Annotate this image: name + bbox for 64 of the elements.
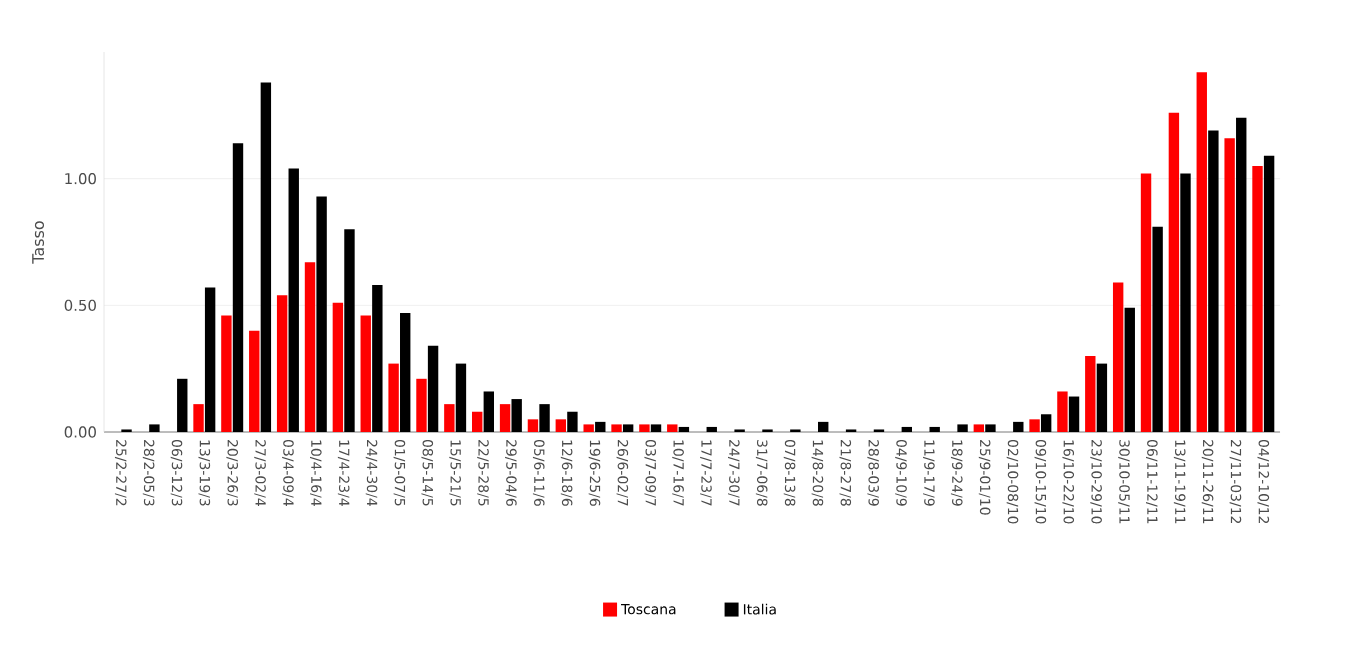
bar xyxy=(372,285,383,432)
bar xyxy=(1180,173,1191,432)
bar xyxy=(204,287,216,432)
bar xyxy=(1040,414,1052,432)
bar xyxy=(901,426,913,432)
bar xyxy=(400,312,411,432)
bar xyxy=(455,363,467,432)
bar xyxy=(639,424,650,432)
bar xyxy=(1140,173,1152,432)
bar xyxy=(1208,130,1219,432)
bar xyxy=(388,363,399,432)
bar xyxy=(611,424,622,432)
bar xyxy=(706,426,717,432)
bar xyxy=(678,426,690,432)
bar xyxy=(595,421,606,432)
bar xyxy=(472,411,483,432)
bar xyxy=(177,378,188,432)
bar xyxy=(444,404,455,432)
bar xyxy=(416,378,427,432)
bar xyxy=(929,426,940,432)
bar xyxy=(249,330,260,432)
bar xyxy=(1124,307,1135,432)
bar xyxy=(149,424,160,432)
bar xyxy=(567,411,578,432)
bar xyxy=(483,391,495,432)
bar xyxy=(511,399,522,432)
bar xyxy=(555,419,567,432)
bar xyxy=(985,424,996,432)
bar xyxy=(527,419,539,432)
bar xyxy=(1224,138,1235,432)
bar xyxy=(1152,226,1163,432)
bar xyxy=(288,168,299,432)
bar xyxy=(667,424,678,432)
bar xyxy=(1096,363,1108,432)
bar xyxy=(427,345,439,432)
bar xyxy=(1252,166,1263,432)
bar xyxy=(1263,155,1275,432)
bar xyxy=(1057,391,1068,432)
bar xyxy=(539,404,550,432)
bar xyxy=(1013,421,1024,432)
bar xyxy=(304,262,316,432)
bar xyxy=(232,143,244,432)
bar xyxy=(818,421,829,432)
bar xyxy=(360,315,371,432)
bar xyxy=(957,424,968,432)
bar xyxy=(316,196,327,432)
bar xyxy=(622,424,634,432)
bar xyxy=(332,302,344,432)
bar xyxy=(1085,356,1096,432)
bar xyxy=(650,424,662,432)
bar xyxy=(344,229,355,432)
bar xyxy=(973,424,985,432)
bar xyxy=(1236,117,1247,432)
bar xyxy=(221,315,232,432)
bar xyxy=(1196,72,1207,432)
bar xyxy=(1168,112,1180,432)
bar xyxy=(260,82,272,432)
bar xyxy=(1112,282,1124,432)
bar xyxy=(1029,419,1040,432)
bar xyxy=(1068,396,1080,432)
bar xyxy=(193,404,204,432)
bar xyxy=(499,404,511,432)
bar xyxy=(583,424,594,432)
bar xyxy=(276,295,288,432)
